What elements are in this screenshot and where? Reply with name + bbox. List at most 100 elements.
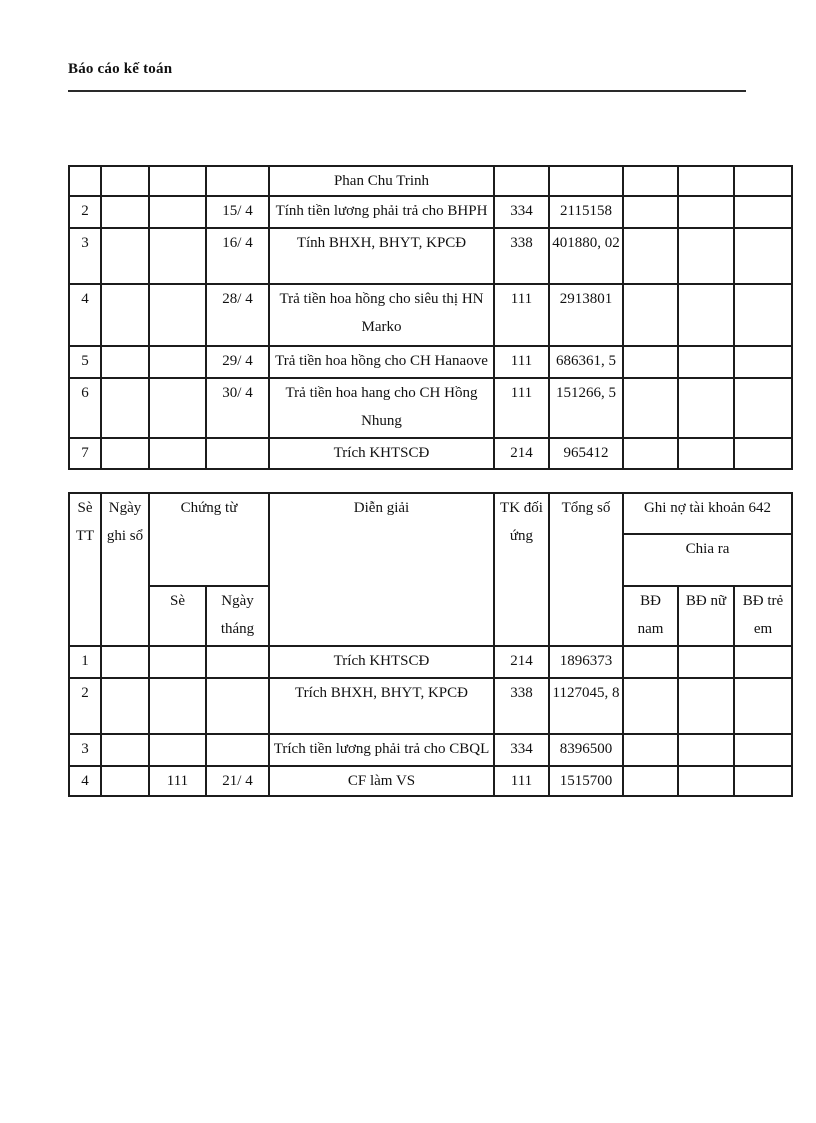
cell-bd-nam [622, 165, 679, 197]
cell-bd-nam [622, 227, 679, 285]
table-header-row: Sè Ngày tháng BĐ nam BĐ nữ BĐ trẻ em [69, 585, 794, 647]
header-chia-ra: Chia ra [621, 533, 794, 587]
table-continuation: Phan Chu Trinh 2 15/ 4 Tính tiền lương p… [68, 165, 793, 470]
cell-dien-giai: Trích BHXH, BHYT, KPCĐ [268, 677, 495, 735]
cell-tong-so: 2913801 [548, 283, 624, 347]
cell-so [148, 283, 207, 347]
cell-bd-tre-em [733, 227, 793, 285]
table-row: 3 16/ 4 Tính BHXH, BHYT, KPCĐ 338 401880… [68, 227, 793, 285]
cell-bd-tre-em [733, 283, 793, 347]
cell-ngay-thang: 16/ 4 [205, 227, 270, 285]
cell-bd-nu [677, 283, 735, 347]
cell-so [148, 165, 207, 197]
table-row: Phan Chu Trinh [68, 165, 793, 197]
table-row: 6 30/ 4 Trả tiền hoa hang cho CH Hồng Nh… [68, 377, 793, 439]
header-ngay-thang: Ngày tháng [205, 585, 270, 647]
cell-ngay-ghi-so [100, 195, 150, 229]
cell-ngay-thang: 15/ 4 [205, 195, 270, 229]
cell-stt: 7 [68, 437, 102, 470]
cell-bd-nu [677, 227, 735, 285]
cell-bd-nu [677, 677, 735, 735]
cell-bd-nu [677, 195, 735, 229]
cell-bd-nam [622, 377, 679, 439]
cell-stt: 6 [68, 377, 102, 439]
cell-bd-tre-em [733, 437, 793, 470]
header-tk-doi-ung: TK đối ứng [493, 492, 550, 647]
cell-so [148, 377, 207, 439]
cell-tk [493, 165, 550, 197]
cell-tong-so [548, 165, 624, 197]
cell-tong-so: 401880, 02 [548, 227, 624, 285]
header-chung-tu: Chứng từ [148, 492, 270, 587]
table-row: 5 29/ 4 Trả tiền hoa hồng cho CH Hanaove… [68, 345, 793, 379]
cell-bd-tre-em [732, 765, 794, 797]
cell-tk: 111 [493, 283, 550, 347]
cell-dien-giai: Trích KHTSCĐ [268, 437, 495, 470]
cell-bd-tre-em [733, 195, 793, 229]
header-ghi-no-642: Ghi nợ tài khoản 642 [621, 492, 794, 535]
header-rule [68, 90, 746, 92]
cell-dien-giai: Trả tiền hoa hang cho CH Hồng Nhung [268, 377, 495, 439]
cell-bd-nu [677, 165, 735, 197]
cell-dien-giai: Trích tiền lương phải trả cho CBQL [268, 733, 495, 767]
cell-stt: 3 [68, 227, 102, 285]
cell-bd-tre-em [733, 345, 793, 379]
cell-tong-so: 965412 [548, 437, 624, 470]
table-account-642: Sè TT Ngày ghi sổ Chứng từ Diễn giải TK … [68, 492, 794, 797]
cell-stt: 2 [68, 195, 102, 229]
cell-ngay-ghi-so [100, 345, 150, 379]
cell-so [148, 677, 207, 735]
cell-bd-nu [677, 345, 735, 379]
cell-ngay-ghi-so [100, 645, 150, 679]
header-stt: Sè TT [68, 492, 102, 647]
cell-so [148, 645, 207, 679]
cell-stt: 1 [68, 645, 102, 679]
cell-tong-so: 2115158 [548, 195, 624, 229]
cell-ngay-thang: 29/ 4 [205, 345, 270, 379]
cell-so [148, 195, 207, 229]
table-row: 4 28/ 4 Trả tiền hoa hồng cho siêu thị H… [68, 283, 793, 347]
cell-so [148, 227, 207, 285]
cell-so: 111 [148, 765, 207, 797]
cell-bd-tre-em [733, 165, 793, 197]
cell-ngay-thang: 21/ 4 [205, 765, 270, 797]
cell-bd-tre-em [733, 377, 793, 439]
page-title: Báo cáo kế toán [68, 61, 173, 77]
cell-ngay-thang: 30/ 4 [205, 377, 270, 439]
cell-ngay-thang: 28/ 4 [205, 283, 270, 347]
table-header-row: Chia ra [69, 533, 794, 587]
cell-tk: 338 [493, 677, 550, 735]
cell-so [148, 345, 207, 379]
cell-ngay-thang [205, 437, 270, 470]
cell-dien-giai: Tính BHXH, BHYT, KPCĐ [268, 227, 495, 285]
cell-ngay-thang [205, 645, 270, 679]
cell-stt: 4 [68, 283, 102, 347]
cell-tk: 111 [493, 765, 550, 797]
cell-tk: 334 [493, 195, 550, 229]
header-dien-giai: Diễn giải [268, 492, 495, 647]
cell-tk: 111 [493, 345, 550, 379]
table-header-row: Sè TT Ngày ghi sổ Chứng từ Diễn giải TK … [68, 492, 794, 647]
cell-ngay-ghi-so [100, 227, 150, 285]
cell-bd-tre-em [732, 677, 794, 735]
cell-bd-nam [622, 645, 679, 679]
cell-ngay-ghi-so [100, 765, 150, 797]
header-so: Sè [148, 585, 207, 647]
cell-bd-nu [677, 645, 735, 679]
cell-tong-so: 1896373 [548, 645, 624, 679]
cell-bd-nam [622, 677, 679, 735]
cell-bd-nu [677, 733, 735, 767]
cell-stt: 3 [68, 733, 102, 767]
cell-ngay-thang [205, 733, 270, 767]
table-row: 4 111 21/ 4 CF làm VS 111 1515700 [68, 765, 794, 797]
header-bd-nam: BĐ nam [622, 585, 679, 647]
cell-ngay-ghi-so [100, 165, 150, 197]
cell-tk: 334 [493, 733, 550, 767]
cell-ngay-ghi-so [100, 677, 150, 735]
cell-stt [68, 165, 102, 197]
cell-so [148, 733, 207, 767]
cell-tk: 111 [493, 377, 550, 439]
cell-bd-nu [677, 437, 735, 470]
cell-bd-nam [622, 345, 679, 379]
